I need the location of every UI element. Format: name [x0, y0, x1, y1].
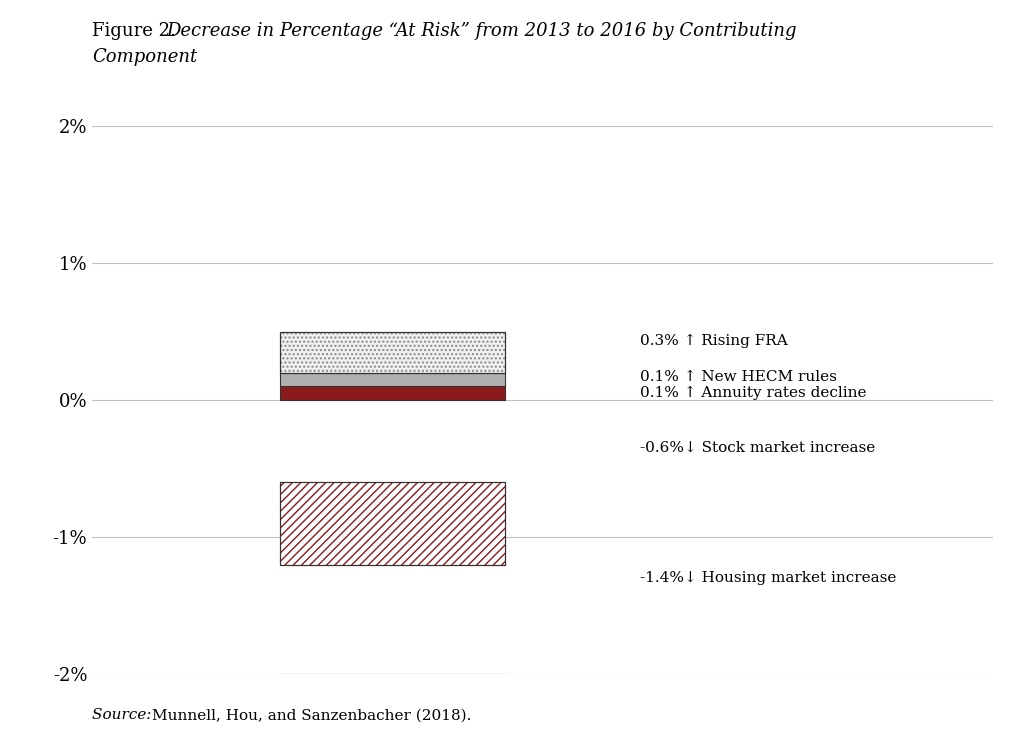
Bar — [280, 332, 505, 373]
Bar — [280, 387, 505, 400]
Bar — [280, 482, 505, 565]
Text: -1.4%↓ Housing market increase: -1.4%↓ Housing market increase — [640, 571, 897, 585]
Text: -0.6%↓ Stock market increase: -0.6%↓ Stock market increase — [640, 441, 876, 455]
Bar — [280, 482, 505, 565]
Text: 0.3% ↑ Rising FRA: 0.3% ↑ Rising FRA — [640, 334, 788, 348]
Bar — [280, 332, 505, 373]
Bar — [280, 482, 505, 565]
Bar — [280, 332, 505, 373]
Text: Decrease in Percentage “At Risk” from 2013 to 2016 by Contributing: Decrease in Percentage “At Risk” from 20… — [166, 22, 797, 40]
Bar — [280, 674, 505, 741]
Text: Component: Component — [92, 48, 198, 66]
Text: Munnell, Hou, and Sanzenbacher (2018).: Munnell, Hou, and Sanzenbacher (2018). — [152, 708, 471, 722]
Text: Source:: Source: — [92, 708, 157, 722]
Bar — [280, 373, 505, 387]
Text: Figure 2.: Figure 2. — [92, 22, 182, 40]
Text: 0.1% ↑ New HECM rules: 0.1% ↑ New HECM rules — [640, 370, 838, 384]
Text: 0.1% ↑ Annuity rates decline: 0.1% ↑ Annuity rates decline — [640, 386, 867, 400]
